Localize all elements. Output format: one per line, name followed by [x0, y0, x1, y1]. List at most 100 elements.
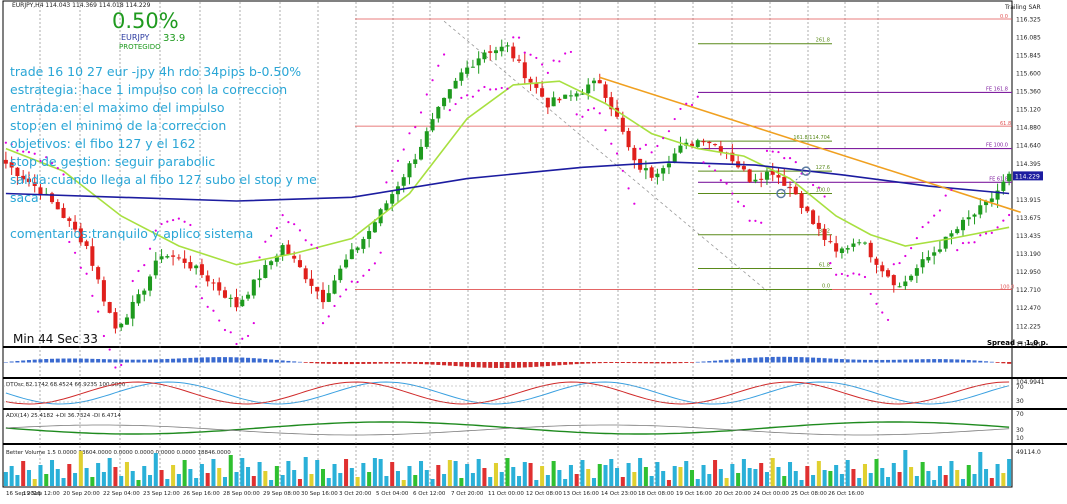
sentiment-bar: [586, 362, 591, 364]
sentiment-bar: [222, 357, 227, 363]
volume-bar: [205, 473, 210, 486]
candle: [574, 93, 579, 97]
candle: [540, 88, 545, 97]
volume-bar: [684, 461, 689, 486]
sar-dot: [408, 132, 411, 135]
sar-dot: [927, 221, 930, 224]
time-axis-label: 12 Oct 08:00: [526, 491, 562, 497]
trade-link: [780, 170, 807, 194]
volume-bar: [880, 468, 885, 486]
sentiment-bar: [960, 359, 966, 363]
candle: [153, 260, 158, 276]
sar-dot: [200, 297, 204, 300]
sar-dot: [604, 129, 607, 132]
candle: [862, 242, 867, 244]
volume-bar: [845, 460, 850, 486]
sar-dot: [419, 111, 423, 114]
sentiment-bar: [597, 362, 602, 364]
sar-dot: [137, 269, 140, 273]
volume-bar: [603, 465, 608, 486]
candle: [148, 276, 153, 291]
volume-bar: [534, 480, 539, 486]
sentiment-bar: [834, 358, 839, 363]
sar-dot: [454, 102, 457, 106]
candle: [868, 242, 873, 258]
volume-bar: [136, 480, 141, 486]
candle: [828, 241, 833, 243]
candle: [349, 249, 354, 260]
sar-dot: [258, 256, 261, 259]
volume-bar: [874, 459, 879, 486]
candle: [372, 222, 377, 233]
sentiment-bar: [493, 362, 498, 368]
sar-dot: [270, 234, 273, 237]
sentiment-bar: [26, 360, 31, 363]
candle: [113, 312, 118, 329]
sar-dot: [869, 292, 872, 296]
sentiment-bar: [15, 360, 20, 363]
volume-bar: [217, 468, 222, 486]
sar-dot: [633, 202, 636, 205]
sar-dot: [246, 334, 250, 338]
sar-dot: [79, 266, 82, 269]
sentiment-bar: [995, 362, 1000, 363]
volume-bar: [799, 480, 804, 486]
candle: [586, 84, 591, 94]
volume-bar: [816, 461, 821, 486]
candle: [430, 119, 435, 131]
volume-bar: [661, 471, 666, 486]
candle: [891, 275, 896, 286]
sar-dot: [483, 85, 486, 89]
trend-line: [599, 76, 1021, 214]
sar-dot: [662, 137, 665, 140]
candle: [263, 265, 268, 278]
sentiment-bar: [257, 358, 262, 363]
candle: [793, 186, 798, 195]
sar-dot: [102, 334, 105, 338]
sentiment-bar: [332, 362, 337, 364]
status-label: PROTEGIDO: [119, 43, 161, 51]
sentiment-bar: [251, 358, 256, 363]
candle: [401, 177, 406, 186]
sar-dot: [708, 165, 711, 168]
volume-bar: [32, 479, 37, 486]
sentiment-bar: [655, 362, 660, 364]
sentiment-bar: [799, 357, 804, 363]
volume-bar: [286, 461, 291, 486]
volume-bar: [759, 463, 764, 486]
sentiment-bar: [937, 359, 942, 363]
candle: [626, 130, 631, 148]
sentiment-bar: [793, 356, 798, 363]
volume-bar: [511, 467, 516, 486]
volume-bar: [920, 462, 925, 486]
candle: [124, 317, 129, 325]
sar-dot: [212, 309, 215, 312]
candle: [361, 239, 366, 249]
volume-bar: [960, 479, 966, 486]
fibo-red-label: 0.0: [1000, 14, 1008, 20]
price-axis-label: 115.360: [1016, 89, 1041, 96]
candle: [966, 217, 971, 220]
candle: [707, 141, 712, 144]
candle: [597, 80, 602, 84]
volume-bar: [274, 466, 279, 486]
candle: [274, 255, 279, 262]
candle: [470, 66, 475, 68]
candle: [251, 279, 256, 296]
candle: [522, 62, 527, 79]
candle: [845, 248, 850, 250]
candle: [580, 93, 585, 95]
sentiment-bar: [320, 362, 326, 364]
volume-bar: [447, 460, 452, 486]
candle: [303, 268, 308, 280]
sar-dot: [523, 51, 526, 54]
sar-dot: [368, 268, 371, 272]
spread-label: Spread = 1.0 p.: [987, 339, 1049, 347]
sentiment-bar: [649, 362, 654, 364]
volume-bar: [176, 474, 181, 486]
sentiment-bar: [517, 362, 522, 368]
sentiment-bar: [453, 362, 458, 367]
sar-dot: [506, 87, 509, 90]
volume-bar: [320, 469, 326, 486]
